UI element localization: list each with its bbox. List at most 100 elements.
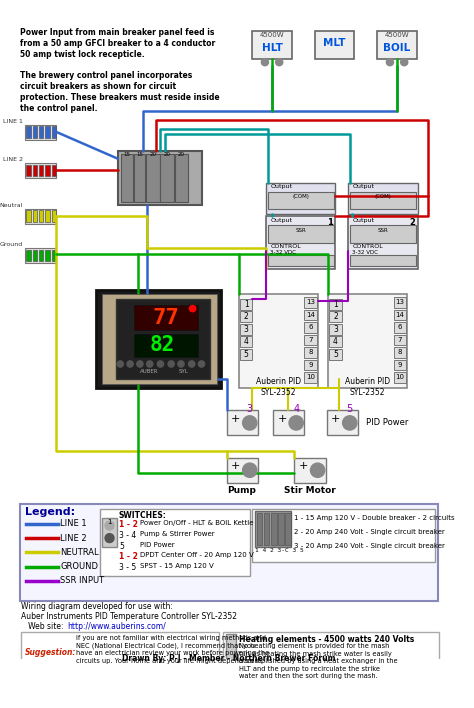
Bar: [266, 183, 336, 214]
Circle shape: [178, 361, 184, 367]
Text: Auberin PID
SYL-2352: Auberin PID SYL-2352: [345, 377, 390, 397]
Bar: [21, 632, 219, 678]
Bar: [268, 255, 334, 266]
Text: 7: 7: [398, 337, 402, 343]
Bar: [329, 312, 342, 322]
Text: Wiring diagram developed for use with:: Wiring diagram developed for use with:: [21, 603, 173, 612]
Text: Neutral: Neutral: [0, 202, 23, 207]
Text: 20: 20: [164, 152, 171, 157]
Text: 20: 20: [149, 152, 156, 157]
Text: If you are not familiar with electrical wiring methods and
NEC (National Electri: If you are not familiar with electrical …: [76, 634, 269, 663]
Text: GROUND: GROUND: [60, 562, 99, 571]
Bar: [25, 163, 56, 178]
Text: SWITCHES:: SWITCHES:: [118, 511, 166, 520]
Bar: [134, 305, 198, 330]
Text: 4500W: 4500W: [260, 32, 284, 38]
Circle shape: [105, 534, 114, 542]
Bar: [304, 309, 317, 320]
Circle shape: [146, 361, 153, 367]
Text: 4500W: 4500W: [385, 32, 410, 38]
Text: SYL: SYL: [179, 370, 189, 375]
Bar: [27, 127, 31, 138]
Text: LINE 1: LINE 1: [60, 520, 87, 528]
Text: SPST - 15 Amp 120 V: SPST - 15 Amp 120 V: [140, 563, 214, 569]
Text: 4: 4: [244, 337, 248, 346]
Circle shape: [289, 416, 303, 430]
Circle shape: [310, 463, 325, 477]
Bar: [20, 504, 438, 600]
Text: Auber Instruments PID Temperature Controller SYL-2352: Auber Instruments PID Temperature Contro…: [21, 612, 237, 621]
Text: 20: 20: [178, 152, 185, 157]
Text: +: +: [231, 414, 240, 424]
Bar: [25, 209, 56, 224]
Bar: [134, 154, 145, 202]
Text: 3 - 5: 3 - 5: [119, 563, 137, 572]
Text: NEUTRAL: NEUTRAL: [60, 548, 99, 557]
Bar: [304, 297, 317, 308]
Bar: [33, 165, 37, 176]
Text: Output: Output: [353, 185, 374, 190]
Text: 10: 10: [306, 375, 315, 380]
Bar: [285, 513, 291, 545]
Bar: [226, 634, 237, 665]
Bar: [266, 216, 336, 269]
Bar: [304, 322, 317, 333]
Bar: [27, 165, 31, 176]
Circle shape: [189, 361, 195, 367]
Text: 1 - 15 Amp 120 V - Double breaker - 2 circuits: 1 - 15 Amp 120 V - Double breaker - 2 ci…: [294, 515, 455, 521]
Bar: [329, 299, 342, 309]
Text: Output: Output: [353, 217, 374, 222]
Bar: [268, 224, 334, 243]
Bar: [160, 154, 174, 202]
Text: PID Power: PID Power: [140, 542, 174, 548]
Bar: [45, 165, 50, 176]
Circle shape: [117, 361, 123, 367]
Bar: [315, 31, 354, 59]
Bar: [118, 152, 202, 205]
Circle shape: [157, 361, 164, 367]
Bar: [45, 250, 50, 261]
Text: 1 - 2: 1 - 2: [119, 520, 138, 530]
Bar: [348, 183, 418, 214]
Text: 1: 1: [107, 520, 112, 525]
Circle shape: [168, 361, 174, 367]
Bar: [33, 250, 37, 261]
Text: Pump: Pump: [227, 486, 256, 496]
Text: 1: 1: [333, 299, 338, 309]
Bar: [45, 210, 50, 222]
Bar: [348, 216, 418, 269]
Bar: [294, 458, 326, 483]
Text: 5: 5: [244, 350, 248, 359]
Bar: [39, 250, 44, 261]
Text: 1: 1: [244, 299, 248, 309]
Bar: [52, 250, 56, 261]
Bar: [350, 224, 416, 243]
Bar: [257, 513, 262, 545]
Circle shape: [127, 361, 133, 367]
Text: Web site:: Web site:: [21, 622, 68, 631]
Bar: [329, 336, 342, 347]
Bar: [240, 336, 253, 347]
Text: LINE 2: LINE 2: [3, 157, 23, 162]
Bar: [393, 297, 406, 308]
Bar: [227, 411, 258, 435]
Bar: [27, 250, 31, 261]
Bar: [393, 322, 406, 333]
Bar: [393, 309, 406, 320]
Bar: [52, 127, 56, 138]
Bar: [33, 210, 37, 222]
Bar: [377, 31, 417, 59]
Text: +: +: [277, 414, 287, 424]
Text: PID Power: PID Power: [366, 418, 408, 428]
Bar: [350, 255, 416, 266]
Text: 3-32 VDC: 3-32 VDC: [270, 250, 296, 255]
Bar: [253, 508, 436, 562]
Text: 9: 9: [308, 362, 313, 368]
Text: SSR INPUT: SSR INPUT: [60, 576, 105, 586]
Bar: [102, 295, 217, 384]
Text: 14: 14: [306, 312, 315, 318]
Text: Legend:: Legend:: [25, 507, 75, 517]
Text: 3 - 20 Amp 240 Volt - Single circuit breaker: 3 - 20 Amp 240 Volt - Single circuit bre…: [294, 544, 445, 549]
Text: Pump & Stirrer Power: Pump & Stirrer Power: [140, 531, 215, 537]
Bar: [304, 347, 317, 358]
